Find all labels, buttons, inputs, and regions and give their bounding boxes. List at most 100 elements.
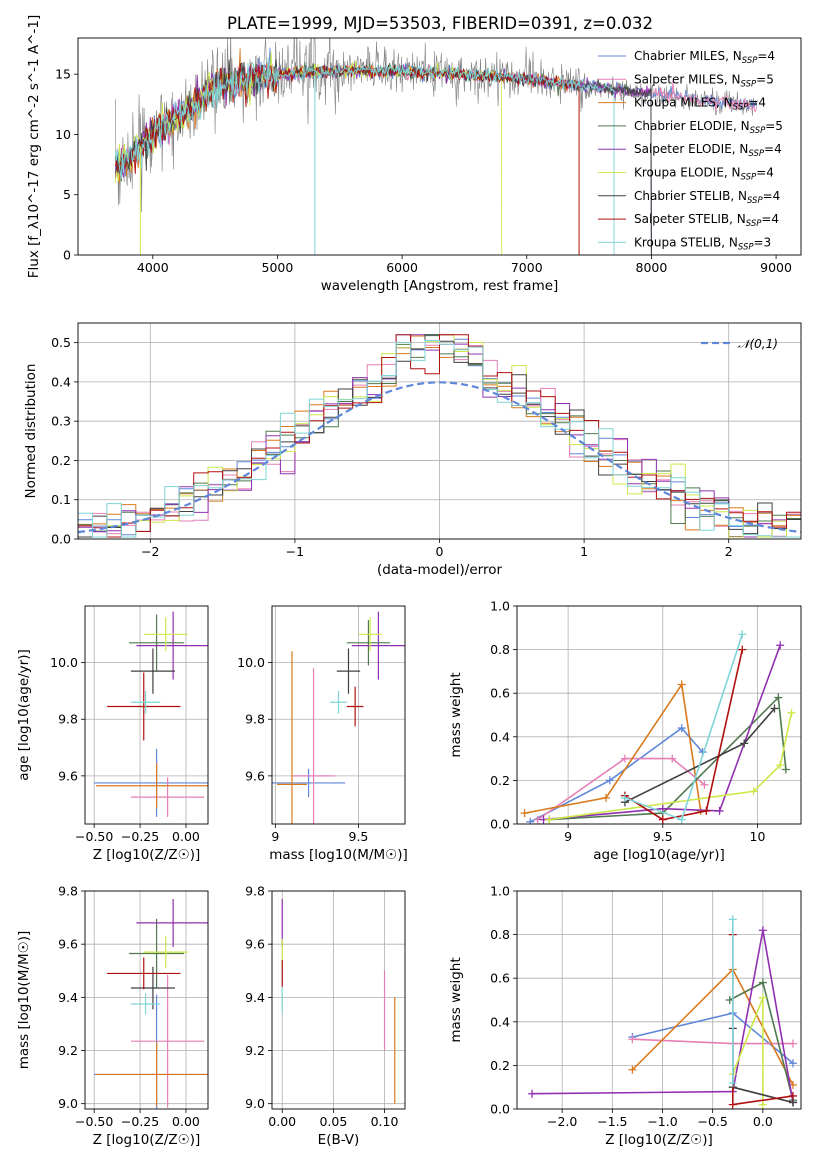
mass-weight-marker [677,680,686,689]
plot-area [272,611,405,824]
x-tick-label: 8000 [636,260,668,275]
y-axis-label: Flux [f_λ10^-17 erg cm^-2 s^-1 A^-1] [26,15,42,278]
mass-weight-marker [728,1078,737,1087]
x-tick-label: 0.00 [268,1114,296,1129]
y-tick-label: 9.6 [58,937,78,952]
y-tick-label: 0.2 [490,773,510,788]
y-tick-label: 9.4 [58,990,78,1005]
legend-value: =4 [764,142,782,156]
x-tick-label: −1 [286,544,304,559]
age-vs-mass-axes: 9 9.5 9.6 9.8 10.0 mass [log10(M/M☉)] [237,605,408,863]
mass-weight-marker [601,793,610,802]
axes-frame [77,322,802,540]
mass-weight-marker [528,1089,537,1098]
axes-frame [84,890,209,1110]
x-axis-label: Z [log10(Z/Z☉)] [605,1132,713,1148]
y-axis-label: age [log10(age/yr)] [16,649,32,781]
y-tick-label: 0.4 [490,729,510,744]
x-tick-label: 2 [725,544,733,559]
axes-frame [271,890,406,1110]
plot-area [78,334,801,539]
y-tick-label: 9.2 [245,1043,265,1058]
mass-weight-marker [702,806,711,815]
mass-weight-marker [658,815,667,824]
legend-entry: Salpeter STELIB, NSSP=4 [634,212,779,229]
mass-weight-series-line [532,930,794,1103]
mass-weight-marker [520,809,529,818]
y-tick-label: 9.0 [245,1096,265,1111]
histogram-step-line [78,340,801,539]
x-tick-label: −2.0 [547,1114,577,1129]
y-tick-label: 0.4 [51,374,71,389]
model-spectrum-line [114,57,615,255]
y-tick-label: 1.0 [490,599,510,614]
x-tick-label: 0 [436,544,444,559]
legend-entry: Salpeter MILES, NSSP=5 [634,72,774,89]
legend-value: =4 [763,189,781,203]
y-tick-label: 9.8 [245,884,265,899]
x-axis-label: age [log10(age/yr)] [593,847,725,863]
mass-weight-marker [545,815,554,824]
x-tick-label: 0.00 [172,829,200,844]
plot-area [94,898,208,1109]
x-axis-label: E(B-V) [318,1132,360,1148]
legend-entry: Kroupa ELODIE, NSSP=4 [634,166,774,183]
legend-value: =3 [754,235,772,249]
mass-vs-Z-axes: −0.50 −0.25 0.00 9.0 9.2 9.4 9.6 9.8 Z [log10(Z/… [16,884,209,1148]
y-tick-label: 0.6 [490,686,510,701]
y-tick-label: 0.8 [490,927,510,942]
y-tick-label: 0.1 [51,492,71,507]
x-tick-label: 9.5 [349,829,369,844]
mass-weight-marker [776,761,785,770]
legend-value: =4 [757,49,775,63]
spectrum-legend: Chabrier MILES, NSSP=4 Salpeter MILES, NS… [598,49,783,252]
mass-weight-marker [728,1100,737,1109]
mass-weight-marker [758,978,767,987]
y-tick-label: 10.0 [50,655,78,670]
normal-reference-curve [78,381,801,534]
y-tick-label: 9.2 [58,1043,78,1058]
legend-subscript: SSP [741,79,757,89]
mass-weight-marker [749,787,758,796]
x-tick-label: −0.50 [75,1114,113,1129]
mass-weight-marker [628,1035,637,1044]
y-tick-label: 15 [55,67,71,82]
x-axis-label: mass [log10(M/M☉)] [269,847,408,863]
legend-value: =5 [756,72,774,86]
y-tick-label: 10 [55,127,71,142]
y-axis-label: Normed distribution [23,364,39,499]
x-tick-label: −0.5 [698,1114,728,1129]
plot-area [281,898,396,1104]
x-tick-label: 9.5 [653,829,673,844]
x-tick-label: −2 [141,544,159,559]
mass-weight-marker [700,780,709,789]
mass-weight-series-line [624,649,744,821]
y-tick-label: 10.0 [237,655,265,670]
legend-entry: Salpeter ELODIE, NSSP=4 [634,142,782,159]
mass-weight-series-line [543,644,781,821]
y-tick-label: 9.8 [58,884,78,899]
mass-weight-marker [668,754,677,763]
axes-frame [271,605,406,825]
legend-subscript: SSP [741,173,757,183]
y-tick-label: 0.3 [51,414,71,429]
x-tick-label: 1 [580,544,588,559]
x-tick-label: 5000 [262,260,294,275]
mass-weight-marker [758,993,767,1002]
y-tick-label: 0 [63,248,71,263]
mass-vs-ebv-axes: 0.00 0.05 0.10 9.0 9.2 9.4 9.6 9.8 E(B-V) [245,884,406,1148]
mass-weight-marker [728,915,737,924]
observed-spectrum-line [115,38,758,213]
mass-weight-marker [677,724,686,733]
x-tick-label: −1.0 [647,1114,677,1129]
mass-weight-marker [788,1039,797,1048]
x-axis-label: Z [log10(Z/Z☉)] [93,847,201,863]
mass-weight-marker [788,1059,797,1068]
mass-weight-marker [715,806,724,815]
x-tick-label: 0.10 [371,1114,399,1129]
x-tick-label: −0.25 [121,1114,159,1129]
legend-subscript: SSP [738,242,754,252]
plot-area [520,630,796,824]
y-tick-label: 0.4 [490,1014,510,1029]
